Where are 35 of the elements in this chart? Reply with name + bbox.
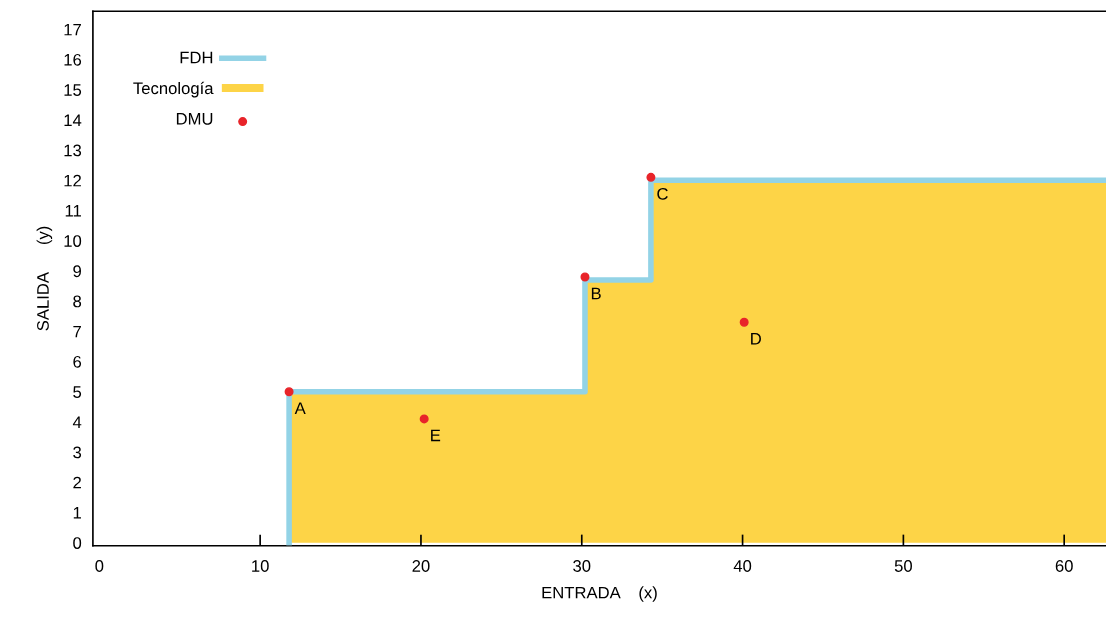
legend-label: FDH <box>180 51 213 64</box>
y-tick-label: 1 <box>73 507 81 519</box>
x-tick-label: 40 <box>733 560 752 572</box>
annotation: A <box>294 402 306 414</box>
y-tick-label: 0 <box>73 537 82 549</box>
annotation: E <box>431 429 441 442</box>
y-tick-label: 12 <box>64 174 81 187</box>
y-tick-label: 14 <box>64 114 82 126</box>
y-tick-label: 10 <box>64 235 82 247</box>
y-tick-label: 13 <box>64 144 82 157</box>
y-axis-title: SALIDA (y) <box>36 226 53 331</box>
legend-label: DMU <box>176 113 213 125</box>
x-tick-label: 10 <box>252 560 269 572</box>
x-tick-label: 20 <box>412 560 430 572</box>
annotation: B <box>591 287 601 300</box>
y-tick-label: 3 <box>73 446 82 459</box>
x-axis-title: ENTRADA (x) <box>542 586 657 602</box>
y-tick-label: 11 <box>65 205 81 217</box>
annotation: D <box>751 333 761 345</box>
y-tick-label: 9 <box>73 265 81 278</box>
x-tick-label: 0 <box>95 560 104 572</box>
y-tick-label: 6 <box>73 355 82 368</box>
annotation: C <box>657 187 668 200</box>
x-tick-label: 60 <box>1055 560 1073 572</box>
y-tick-label: 16 <box>64 53 82 66</box>
y-tick-label: 5 <box>73 386 82 398</box>
x-tick-label: 30 <box>573 560 591 572</box>
y-tick-label: 4 <box>72 416 82 428</box>
y-tick-label: 17 <box>64 23 81 36</box>
legend-label: Tecnología <box>133 81 214 98</box>
y-tick-label: 8 <box>73 295 82 308</box>
y-tick-label: 2 <box>73 476 81 489</box>
y-tick-label: 15 <box>64 84 82 96</box>
y-tick-label: 7 <box>73 325 81 338</box>
x-tick-label: 50 <box>894 560 912 572</box>
